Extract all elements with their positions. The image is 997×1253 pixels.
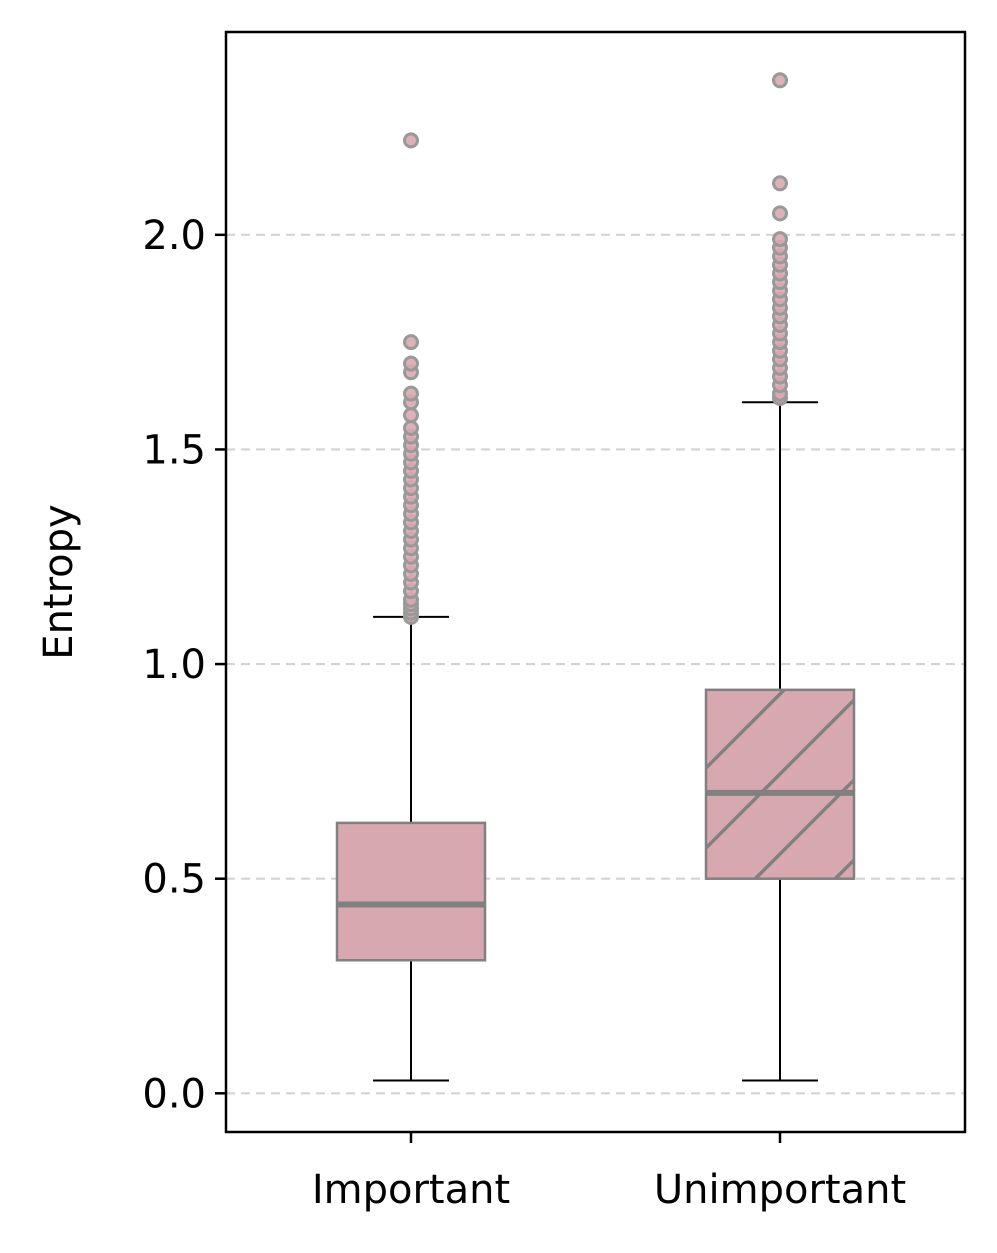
boxes <box>335 401 856 1082</box>
outlier-point <box>772 205 788 222</box>
box-body <box>335 821 487 962</box>
box-unimportant <box>704 401 856 1082</box>
box-body <box>704 688 856 880</box>
x-tick-label-0: Important <box>312 1167 510 1213</box>
y-axis-ticks: 0.0 0.5 1.0 1.5 2.0 <box>142 213 226 1117</box>
y-tick-label-2: 1.0 <box>142 642 206 688</box>
outlier-point <box>403 407 419 424</box>
x-axis-ticks: Important Unimportant <box>312 1132 906 1213</box>
gridlines <box>226 233 965 1095</box>
outlier-point <box>403 419 419 436</box>
outlier-point <box>403 385 419 402</box>
outlier-point <box>403 334 419 351</box>
outlier-point <box>403 132 419 149</box>
outlier-point <box>772 72 788 89</box>
y-tick-label-4: 2.0 <box>142 213 206 259</box>
outlier-point <box>403 355 419 372</box>
outliers <box>403 72 788 625</box>
y-tick-label-3: 1.5 <box>142 427 206 473</box>
y-tick-label-0: 0.0 <box>142 1071 206 1117</box>
box-important <box>335 615 487 1082</box>
outlier-point <box>772 231 788 248</box>
x-tick-label-1: Unimportant <box>654 1167 906 1213</box>
outlier-point <box>772 175 788 192</box>
y-tick-label-1: 0.5 <box>142 857 206 903</box>
plot-frame <box>224 30 967 1134</box>
y-axis-label: Entropy <box>36 504 82 659</box>
